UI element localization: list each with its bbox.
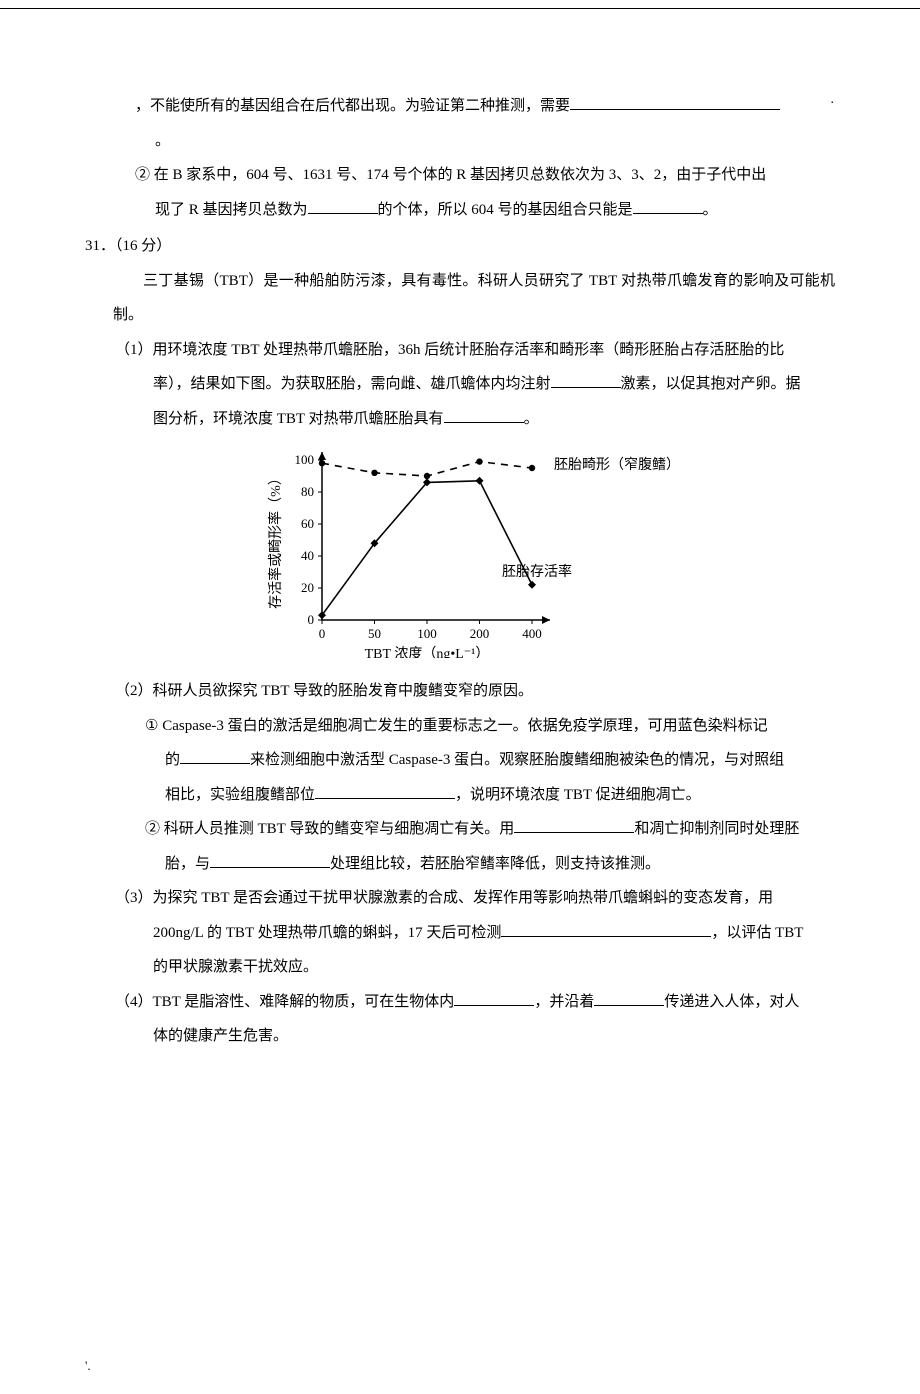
q31-3-line1: （3）为探究 TBT 是否会通过干扰甲状腺激素的合成、发挥作用等影响热带爪蟾蝌蚪… (115, 881, 835, 916)
svg-text:50: 50 (368, 626, 381, 641)
q31-2-2-line2: 胎，与 处理组比较，若胚胎窄鳍率降低，则支持该推测。 (165, 847, 835, 882)
blank (444, 407, 524, 423)
q31-3-line3: 的甲状腺激素干扰效应。 (153, 950, 835, 985)
document-page: . ，不能使所有的基因组合在后代都出现。为验证第二种推测，需要 。 ② 在 B … (0, 8, 920, 1394)
q31-2-1-line3: 相比，实验组腹鳍部位 ，说明环境浓度 TBT 促进细胞凋亡。 (165, 778, 835, 813)
q31-1-line3: 图分析，环境浓度 TBT 对热带爪蟾胚胎具有 。 (153, 402, 835, 437)
text: 图分析，环境浓度 TBT 对热带爪蟾胚胎具有 (153, 411, 444, 427)
text: 来检测细胞中激活型 Caspase-3 蛋白。观察胚胎腹鳍细胞被染色的情况，与对… (250, 752, 784, 768)
q31-4-line2: 体的健康产生危害。 (153, 1019, 835, 1054)
blank (315, 783, 455, 799)
blank (180, 748, 250, 764)
text: 相比，实验组腹鳍部位 (165, 787, 315, 803)
footer-mark: '. (85, 1358, 91, 1374)
blank (551, 372, 621, 388)
text: 处理组比较，若胚胎窄鳍率降低，则支持该推测。 (330, 856, 660, 872)
q31-4-line1: （4）TBT 是脂溶性、难降解的物质，可在生物体内 ，并沿着 传递进入人体，对人 (115, 985, 835, 1020)
q31-1-line2: 率），结果如下图。为获取胚胎，需向雌、雄爪蟾体内均注射 激素，以促其抱对产卵。据 (153, 367, 835, 402)
q31-2-2-line1: ② 科研人员推测 TBT 导致的鳍变窄与细胞凋亡有关。用 和凋亡抑制剂同时处理胚 (145, 812, 835, 847)
q31-2-1-line1: ① Caspase-3 蛋白的激活是细胞凋亡发生的重要标志之一。依据免疫学原理，… (145, 709, 835, 744)
q31-intro: 三丁基锡（TBT）是一种船舶防污漆，具有毒性。科研人员研究了 TBT 对热带爪蟾… (113, 264, 835, 333)
chart-container: 0 20 40 60 80 100 0 50 100 200 400 存活率或畸形率（%） TBT 浓度… (250, 448, 670, 658)
q30-item2-line1: ② 在 B 家系中，604 号、1631 号、174 号个体的 R 基因拷贝总数… (135, 158, 835, 193)
text: ，以评估 TBT (711, 925, 803, 941)
text: ，说明环境浓度 TBT 促进细胞凋亡。 (455, 787, 701, 803)
text: （4）TBT 是脂溶性、难降解的物质，可在生物体内 (115, 994, 454, 1010)
svg-text:400: 400 (522, 626, 542, 641)
text: 率），结果如下图。为获取胚胎，需向雌、雄爪蟾体内均注射 (153, 376, 551, 392)
svg-text:100: 100 (295, 452, 315, 467)
q31-3-line2: 200ng/L 的 TBT 处理热带爪蟾的蝌蚪，17 天后可检测 ，以评估 TBT (153, 916, 835, 951)
text: 现了 R 基因拷贝总数为 (155, 202, 308, 218)
blank (594, 990, 664, 1006)
svg-text:200: 200 (470, 626, 490, 641)
text: 的 (165, 752, 180, 768)
text: 传递进入人体，对人 (664, 994, 799, 1010)
svg-text:100: 100 (417, 626, 437, 641)
svg-text:0: 0 (319, 626, 326, 641)
q31-2-header: （2）科研人员欲探究 TBT 导致的胚胎发育中腹鳍变窄的原因。 (115, 674, 835, 709)
blank (633, 198, 703, 214)
text: 激素，以促其抱对产卵。据 (621, 376, 801, 392)
svg-text:80: 80 (301, 484, 314, 499)
svg-text:60: 60 (301, 516, 314, 531)
svg-text:20: 20 (301, 580, 314, 595)
text: ，并沿着 (534, 994, 594, 1010)
chart-svg: 0 20 40 60 80 100 0 50 100 200 400 存活率或畸形率（%） TBT 浓度… (250, 448, 670, 658)
blank (501, 921, 711, 937)
text: 200ng/L 的 TBT 处理热带爪蟾的蝌蚪，17 天后可检测 (153, 925, 501, 941)
q30-frag1: ，不能使所有的基因组合在后代都出现。为验证第二种推测，需要 (135, 89, 835, 124)
text: 胎，与 (165, 856, 210, 872)
q31-1-line1: （1）用环境浓度 TBT 处理热带爪蟾胚胎，36h 后统计胚胎存活率和畸形率（畸… (115, 333, 835, 368)
text: 和凋亡抑制剂同时处理胚 (634, 821, 799, 837)
svg-text:TBT 浓度（ng•L⁻¹）: TBT 浓度（ng•L⁻¹） (365, 646, 490, 658)
text: ② 科研人员推测 TBT 导致的鳍变窄与细胞凋亡有关。用 (145, 821, 514, 837)
blank (514, 817, 634, 833)
blank (570, 94, 780, 110)
blank (308, 198, 378, 214)
text: ，不能使所有的基因组合在后代都出现。为验证第二种推测，需要 (135, 98, 570, 114)
blank (454, 990, 534, 1006)
q30-period: 。 (155, 124, 835, 159)
svg-text:胚胎畸形（窄腹鳍）率: 胚胎畸形（窄腹鳍）率 (554, 456, 670, 473)
q31-2-1-line2: 的 来检测细胞中激活型 Caspase-3 蛋白。观察胚胎腹鳍细胞被染色的情况，与… (165, 743, 835, 778)
text: 。 (703, 202, 718, 218)
blank (210, 852, 330, 868)
corner-mark: . (831, 92, 835, 108)
text: 的个体，所以 604 号的基因组合只能是 (378, 202, 633, 218)
svg-text:胚胎存活率: 胚胎存活率 (502, 563, 572, 580)
q31-header: 31．（16 分） (85, 229, 835, 264)
svg-text:40: 40 (301, 548, 314, 563)
q30-item2-line2: 现了 R 基因拷贝总数为 的个体，所以 604 号的基因组合只能是 。 (155, 193, 835, 228)
text: 。 (524, 411, 539, 427)
svg-text:存活率或畸形率（%）: 存活率或畸形率（%） (267, 471, 284, 609)
svg-text:0: 0 (308, 612, 315, 627)
